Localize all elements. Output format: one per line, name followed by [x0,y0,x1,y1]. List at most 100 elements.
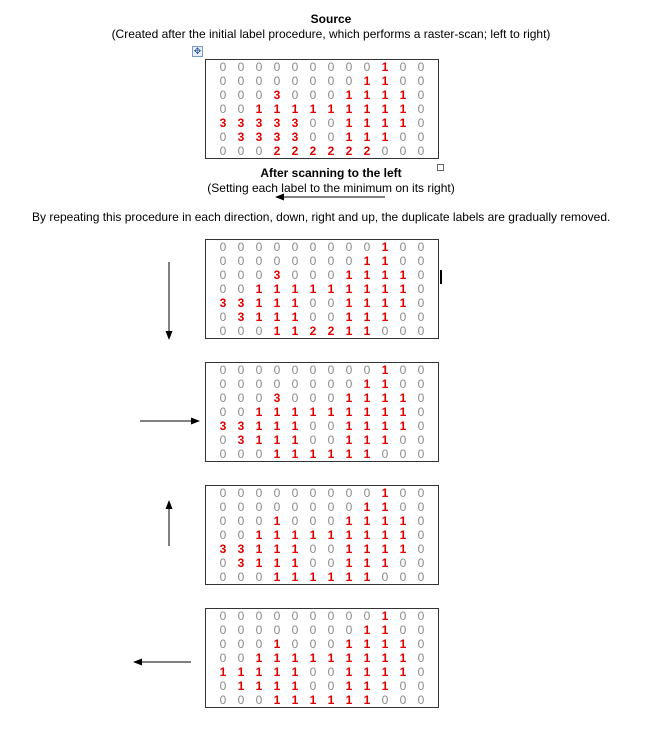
grid-cell: 0 [417,419,425,433]
grid-cell: 0 [219,391,227,405]
grid-cell: 3 [219,542,227,556]
grid-cell: 0 [237,60,245,74]
grid-cell: 1 [327,528,335,542]
grid-cell: 1 [291,679,299,693]
grid-cell: 0 [309,623,317,637]
grid-cell: 0 [237,144,245,158]
grid-cell: 0 [327,623,335,637]
grid-cell: 1 [291,651,299,665]
grid-cell: 1 [381,528,389,542]
grid-cell: 1 [363,433,371,447]
grid-cell: 1 [291,528,299,542]
grid-cell: 0 [327,556,335,570]
grid-cell: 1 [363,377,371,391]
grid-cell: 1 [291,419,299,433]
grid-cell: 0 [219,500,227,514]
grid-cell: 0 [399,240,407,254]
grid-cell: 1 [381,116,389,130]
grid-cell: 0 [255,570,263,584]
grid-cell: 1 [399,514,407,528]
grid-cell: 1 [237,665,245,679]
grid-cell: 0 [309,637,317,651]
grid-cell: 0 [417,693,425,707]
grid-cell: 1 [291,542,299,556]
grid-cell: 0 [309,679,317,693]
grid-cell: 3 [237,433,245,447]
grid-cell: 0 [219,74,227,88]
grid-cell: 0 [345,609,353,623]
grid-cell: 1 [291,447,299,461]
grid-cell: 0 [219,240,227,254]
grid-cell: 0 [417,570,425,584]
move-anchor-icon[interactable]: ✥ [192,46,203,57]
grid-cell: 0 [327,500,335,514]
grid-cell: 2 [309,324,317,338]
grid-cell: 0 [345,363,353,377]
grid-cell: 0 [273,377,281,391]
grid-cell: 0 [399,623,407,637]
grid-cell: 0 [273,74,281,88]
grid-cell: 1 [327,405,335,419]
grid-cell: 1 [309,447,317,461]
grid-cell: 0 [309,363,317,377]
grid-cell: 3 [291,130,299,144]
grid-cell: 0 [237,377,245,391]
grid-cell: 0 [237,268,245,282]
grid-cell: 3 [237,130,245,144]
grid-cell: 0 [237,391,245,405]
grid-cell: 1 [363,102,371,116]
grid-cell: 0 [327,268,335,282]
grid-cell: 1 [363,310,371,324]
grid-cell: 0 [219,363,227,377]
grid-cell: 1 [399,528,407,542]
grid-cell: 1 [363,324,371,338]
grid-cell: 0 [327,130,335,144]
grid-cell: 0 [309,88,317,102]
source-subtitle: (Created after the initial label procedu… [111,27,551,41]
grid-cell: 0 [291,623,299,637]
grid-cell: 0 [417,74,425,88]
grid-cell: 3 [219,296,227,310]
grid-cell: 0 [417,60,425,74]
grid-cell: 0 [327,433,335,447]
grid-cell: 1 [363,556,371,570]
grid-cell: 0 [399,609,407,623]
grid-cell: 0 [399,500,407,514]
grid-cell: 1 [381,254,389,268]
grid-cell: 0 [309,240,317,254]
grid-cell: 1 [345,310,353,324]
grid-cell: 0 [417,116,425,130]
grid-cell: 0 [399,679,407,693]
grid-cell: 0 [291,254,299,268]
grid-cell: 0 [237,447,245,461]
grid-cell: 0 [255,254,263,268]
grid-cell: 1 [291,310,299,324]
grid-cell: 0 [363,486,371,500]
grid-cell: 0 [309,500,317,514]
grid-cell: 1 [327,693,335,707]
grid-cell: 0 [381,447,389,461]
grid-cell: 0 [345,74,353,88]
grid-cell: 1 [381,419,389,433]
grid-cell: 0 [273,60,281,74]
grid-cell: 0 [255,60,263,74]
grid-cell: 0 [417,609,425,623]
grid-cell: 0 [219,693,227,707]
grid-cell: 0 [309,542,317,556]
resize-handle-icon[interactable] [437,164,444,171]
grid-cell: 1 [345,88,353,102]
grid-cell: 1 [291,102,299,116]
grid-cell: 0 [255,623,263,637]
grid-cell: 1 [291,665,299,679]
grid-cell: 0 [417,268,425,282]
grid-cell: 0 [345,60,353,74]
